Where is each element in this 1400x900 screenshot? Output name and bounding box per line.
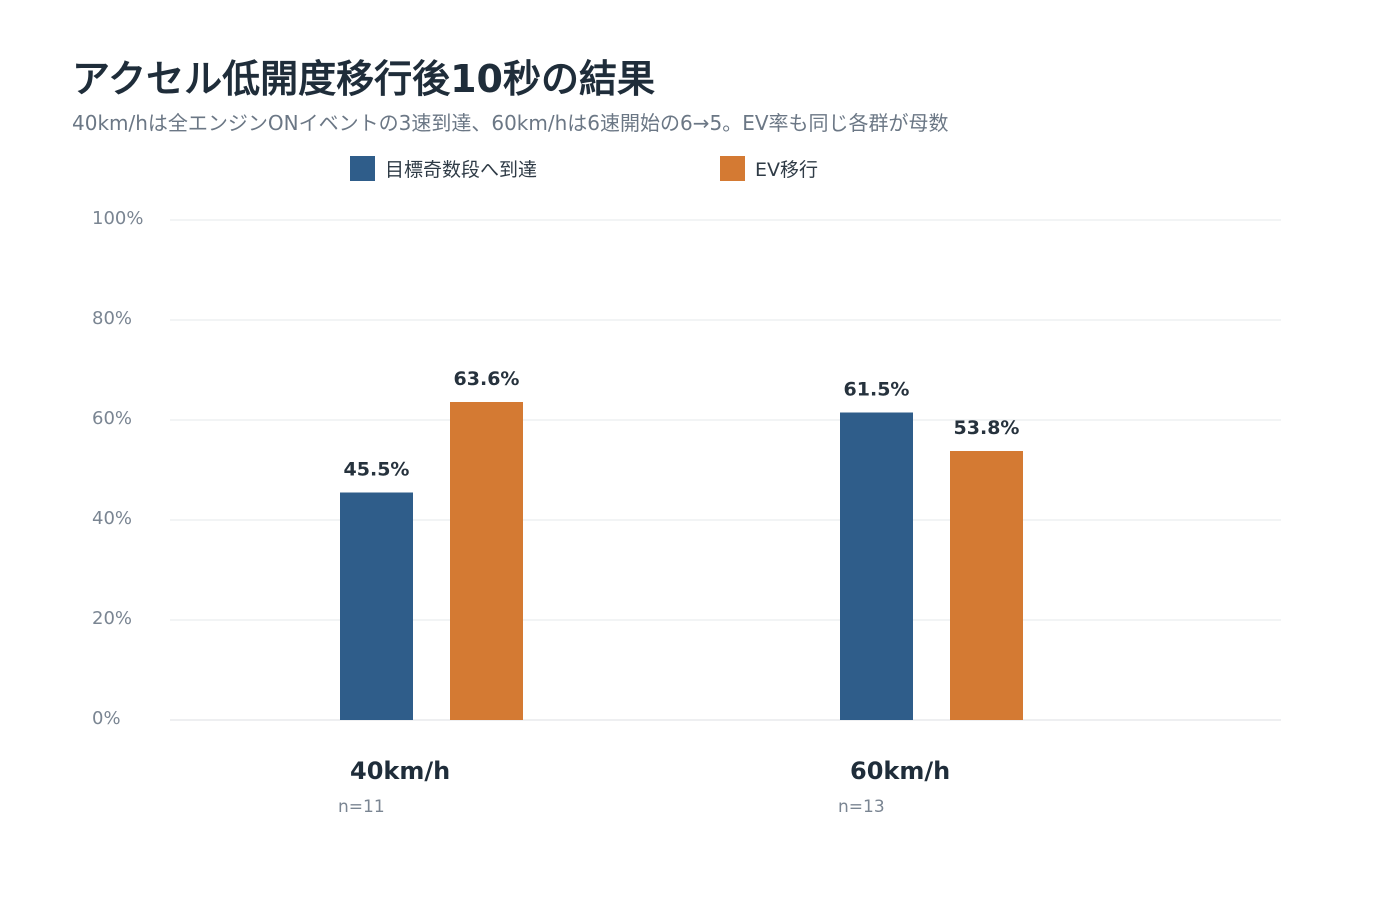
bar [340, 492, 413, 720]
legend-item-target-gear: 目標奇数段へ到達 [350, 155, 537, 182]
x-category-note: n=11 [338, 797, 385, 817]
y-tick-label: 20% [92, 608, 132, 629]
bar-value-label: 53.8% [954, 417, 1020, 439]
bar [950, 451, 1023, 720]
x-category-note: n=13 [838, 797, 885, 817]
y-tick-label: 40% [92, 508, 132, 529]
bar-value-label: 45.5% [344, 459, 410, 481]
legend-label-ev: EV移行 [755, 159, 819, 181]
x-category-label: 40km/h [350, 757, 450, 785]
chart-subtitle: 40km/hは全エンジンONイベントの3速到達、60km/hは6速開始の6→5。… [72, 111, 949, 135]
bar-value-label: 61.5% [844, 379, 910, 401]
legend-swatch-ev [720, 156, 745, 181]
y-tick-label: 80% [92, 308, 132, 329]
bar-value-label: 63.6% [454, 368, 520, 390]
x-category-label: 60km/h [850, 757, 950, 785]
bar [450, 402, 523, 720]
chart-title: アクセル低開度移行後10秒の結果 [72, 57, 655, 101]
legend-swatch-target-gear [350, 156, 375, 181]
y-tick-label: 60% [92, 408, 132, 429]
bar [840, 412, 913, 720]
legend-item-ev: EV移行 [720, 155, 818, 182]
y-tick-label: 0% [92, 708, 121, 729]
y-tick-label: 100% [92, 208, 143, 229]
legend-label-target-gear: 目標奇数段へ到達 [385, 159, 538, 181]
